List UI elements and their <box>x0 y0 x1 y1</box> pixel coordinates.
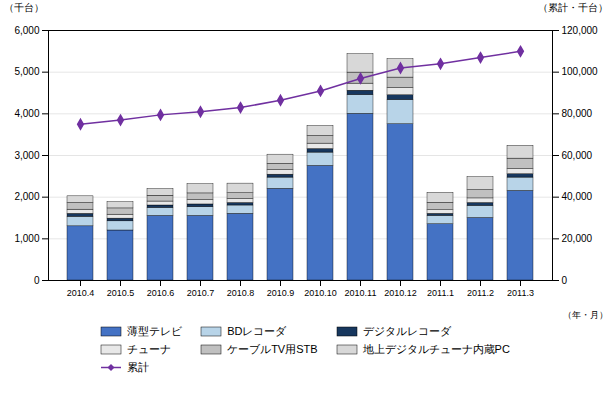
svg-text:20,000: 20,000 <box>562 233 593 244</box>
svg-text:2010.6: 2010.6 <box>147 288 175 298</box>
svg-text:2010.8: 2010.8 <box>227 288 255 298</box>
svg-text:2010.5: 2010.5 <box>107 288 135 298</box>
html-text:薄型テレビ: 薄型テレビ <box>127 325 183 337</box>
svg-text:60,000: 60,000 <box>562 150 593 161</box>
svg-text:2,000: 2,000 <box>14 191 39 202</box>
svg-text:2011.2: 2011.2 <box>467 288 494 298</box>
svg-text:0: 0 <box>562 275 568 286</box>
svg-text:2010.4: 2010.4 <box>67 288 95 298</box>
svg-text:5,000: 5,000 <box>14 66 39 77</box>
svg-text:80,000: 80,000 <box>562 108 593 119</box>
svg-text:0: 0 <box>34 275 40 286</box>
svg-text:2011.3: 2011.3 <box>507 288 534 298</box>
svg-text:4,000: 4,000 <box>14 108 39 119</box>
svg-text:100,000: 100,000 <box>562 66 599 77</box>
svg-text:6,000: 6,000 <box>14 25 39 36</box>
html-text:地上デジタルチューナ内蔵PC: 地上デジタルチューナ内蔵PC <box>362 343 510 355</box>
html-text:ケーブルTV用STB: ケーブルTV用STB <box>227 343 318 355</box>
svg-text:2010.12: 2010.12 <box>384 288 417 298</box>
svg-text:3,000: 3,000 <box>14 150 39 161</box>
html-text:デジタルレコーダ: デジタルレコーダ <box>362 325 451 337</box>
html-text:チューナ: チューナ <box>127 343 172 355</box>
html-text:累計: 累計 <box>127 361 150 373</box>
html-text:BDレコーダ: BDレコーダ <box>227 325 287 337</box>
svg-text:2011.1: 2011.1 <box>427 288 454 298</box>
svg-text:120,000: 120,000 <box>562 25 599 36</box>
svg-text:2010.11: 2010.11 <box>345 288 377 298</box>
svg-text:（千台）: （千台） <box>4 2 44 13</box>
svg-text:（年・月）: （年・月） <box>563 310 608 320</box>
svg-text:2010.9: 2010.9 <box>267 288 295 298</box>
svg-text:2010.10: 2010.10 <box>304 288 337 298</box>
svg-text:40,000: 40,000 <box>562 191 593 202</box>
svg-text:2010.7: 2010.7 <box>187 288 215 298</box>
svg-text:（累計・千台）: （累計・千台） <box>538 2 608 13</box>
svg-text:1,000: 1,000 <box>14 233 39 244</box>
